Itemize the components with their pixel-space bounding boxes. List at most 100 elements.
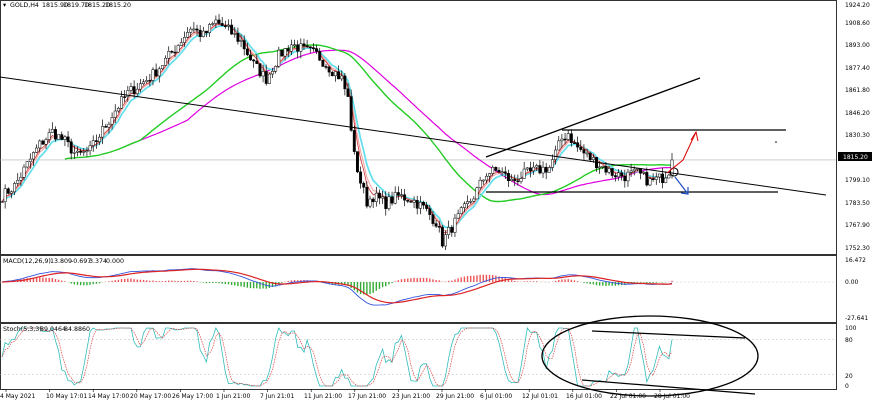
candle-body xyxy=(201,30,205,37)
candle-body xyxy=(258,63,262,77)
stoch-tick: 80 xyxy=(845,337,853,344)
stoch-value-1: 89.0464 xyxy=(40,326,66,333)
time-tick: 6 Jul 01:00 xyxy=(480,393,512,400)
price-tick: 1893.00 xyxy=(845,42,870,49)
bullish-arrow xyxy=(666,131,697,174)
candle-body xyxy=(72,152,76,154)
candle-body xyxy=(79,150,83,153)
candle-body xyxy=(365,186,369,207)
candle-body xyxy=(519,178,523,182)
candle-body xyxy=(585,152,589,155)
candle-body xyxy=(532,166,536,172)
candle-body xyxy=(205,30,208,33)
price-tick: 1767.90 xyxy=(845,222,870,229)
candle-body xyxy=(305,45,309,47)
stoch-tick: 100 xyxy=(845,325,857,332)
bullish-arrow-head xyxy=(690,130,699,142)
candle-body xyxy=(667,174,671,179)
candle-body xyxy=(551,159,554,168)
candle-body xyxy=(318,51,322,61)
candle-body xyxy=(107,123,111,128)
macd-value-2: -0.697 xyxy=(71,258,91,265)
candle-body xyxy=(481,179,485,182)
macd-value-3: 3.374 xyxy=(89,258,107,265)
candle-body xyxy=(35,147,39,153)
ohlc-close: 1815.20 xyxy=(105,2,131,9)
candle-body xyxy=(569,133,573,143)
time-tick: 4 May 2021 xyxy=(0,393,35,400)
candle-body xyxy=(110,117,114,125)
axis-layer xyxy=(5,389,661,392)
candle-body xyxy=(541,166,545,174)
candle-body xyxy=(283,48,287,57)
candle-body xyxy=(459,207,463,214)
candle-body xyxy=(233,33,237,35)
candle-body xyxy=(506,173,510,182)
candle-body xyxy=(617,172,620,178)
rising-wedge-line xyxy=(485,77,701,158)
candle-body xyxy=(88,145,92,152)
candle-body xyxy=(255,60,259,64)
candle-body xyxy=(573,142,576,144)
ma-pink-line xyxy=(1,24,673,232)
candle-body xyxy=(355,151,359,173)
price-tick: 1861.80 xyxy=(845,87,870,94)
candle-body xyxy=(214,19,218,24)
candle-body xyxy=(192,28,196,31)
time-tick: 11 Jun 21:00 xyxy=(304,393,342,400)
candle-body xyxy=(47,132,51,140)
price-tick: 1846.20 xyxy=(845,110,870,117)
candle-body xyxy=(422,202,425,206)
price-axis: 1924.20 1908.60 1893.00 1877.40 1861.80 … xyxy=(838,2,872,252)
candle-body xyxy=(491,167,495,174)
candle-body xyxy=(664,177,668,183)
time-tick: 17 Jun 21:00 xyxy=(348,393,386,400)
time-tick: 29 Jun 21:00 xyxy=(436,393,474,400)
candle-body xyxy=(132,86,136,95)
ma-red-line xyxy=(1,23,673,234)
candle-body xyxy=(63,136,67,140)
ma-cyan-line xyxy=(1,24,673,230)
price-tick: 1783.50 xyxy=(845,200,870,207)
candle-body xyxy=(447,227,451,235)
candle-body xyxy=(415,200,419,209)
candle-body xyxy=(368,198,372,207)
ma-green-line xyxy=(64,44,673,203)
candle-body xyxy=(400,194,403,196)
candle-body xyxy=(261,71,265,77)
candle-body xyxy=(657,173,661,178)
macd-panel-frame xyxy=(0,255,837,323)
time-tick: 14 May 17:00 xyxy=(88,393,129,400)
candle-body xyxy=(494,167,498,171)
candle-body xyxy=(176,45,180,53)
candle-body xyxy=(245,48,249,56)
candle-body xyxy=(315,48,319,52)
candle-body xyxy=(198,29,202,37)
candle-body xyxy=(91,140,95,146)
candle-body xyxy=(151,69,155,81)
candle-body xyxy=(604,165,608,173)
candle-body xyxy=(22,166,26,178)
candle-body xyxy=(173,51,177,54)
candle-body xyxy=(41,140,45,145)
candle-body xyxy=(591,157,595,160)
candle-body xyxy=(425,204,429,209)
candle-body xyxy=(208,24,212,33)
candle-body xyxy=(239,40,243,42)
price-layer xyxy=(0,14,836,251)
candle-body xyxy=(236,33,240,42)
candle-body xyxy=(249,54,252,61)
candle-body xyxy=(538,165,542,174)
candle-body xyxy=(69,141,73,154)
candle-body xyxy=(409,201,413,203)
candle-body xyxy=(462,203,466,208)
candle-body xyxy=(554,149,558,160)
candle-body xyxy=(25,161,29,168)
candle-body xyxy=(120,96,123,109)
candle-body xyxy=(299,43,303,52)
candle-body xyxy=(9,191,13,194)
candle-body xyxy=(352,130,356,152)
candle-body xyxy=(264,71,268,84)
candle-body xyxy=(544,166,548,173)
